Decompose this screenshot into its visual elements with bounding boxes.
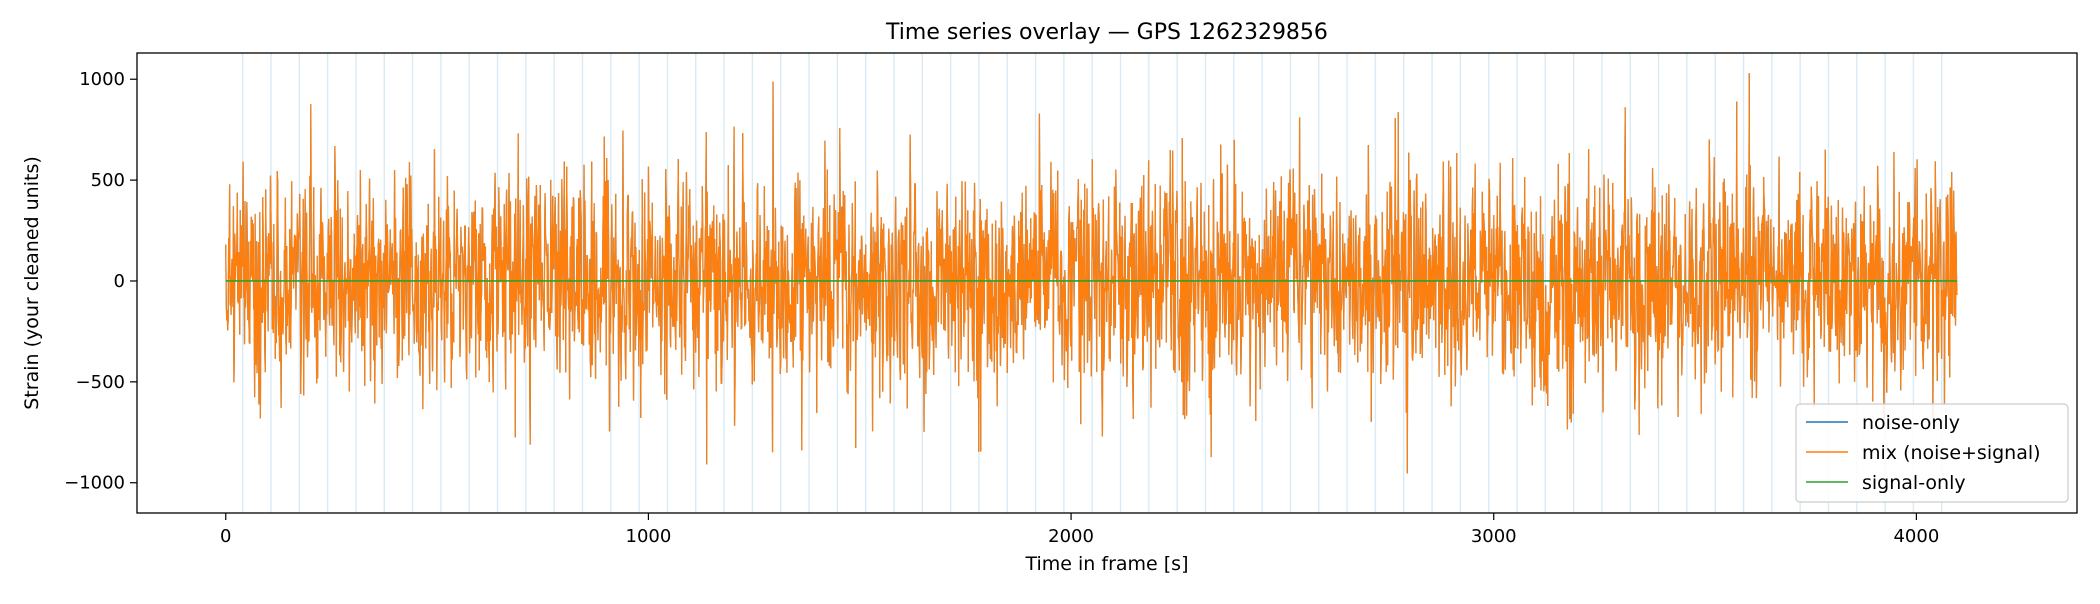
x-axis-label: Time in frame [s] — [1024, 553, 1188, 575]
x-tick-label: 3000 — [1471, 526, 1517, 547]
x-tick-label: 0 — [220, 526, 231, 547]
plot-frame — [136, 52, 2078, 514]
legend: noise-only mix (noise+signal) signal-onl… — [1795, 403, 2069, 503]
legend-label-signal-only: signal-only — [1862, 472, 1966, 494]
series-mix — [225, 73, 1958, 474]
legend-label-noise-only: noise-only — [1862, 412, 1960, 434]
y-tick-label: 500 — [91, 170, 125, 191]
x-tick-label: 4000 — [1893, 526, 1939, 547]
x-tick-label: 2000 — [1048, 526, 1094, 547]
y-tick-label: 0 — [114, 271, 125, 292]
chart-title: Time series overlay — GPS 1262329856 — [885, 20, 1328, 45]
series-layer — [225, 73, 1958, 474]
x-axis: 0 1000 2000 3000 4000 — [220, 513, 1939, 547]
legend-label-mix: mix (noise+signal) — [1862, 442, 2041, 464]
y-tick-label: 1000 — [79, 69, 125, 90]
x-tick-label: 1000 — [626, 526, 672, 547]
legend-box — [1795, 403, 2069, 503]
y-tick-label: −500 — [76, 372, 125, 393]
y-axis-label: Strain (your cleaned units) — [21, 156, 43, 410]
y-tick-label: −1000 — [64, 473, 125, 494]
y-axis: 1000 500 0 −500 −1000 — [64, 69, 137, 494]
